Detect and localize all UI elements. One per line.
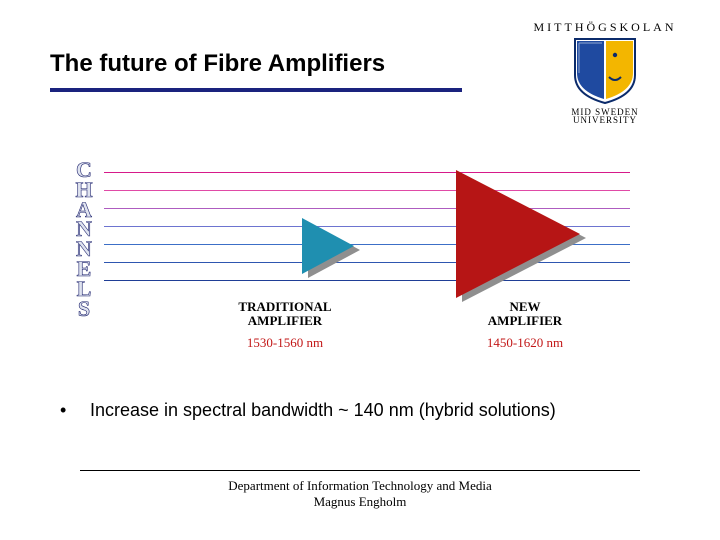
title-underline — [50, 88, 462, 92]
bullet-text: Increase in spectral bandwidth ~ 140 nm … — [90, 400, 670, 421]
slide: The future of Fibre Amplifiers MITTHÖGSK… — [0, 0, 720, 540]
logo-sub-line2: UNIVERSITY — [530, 116, 680, 126]
logo-shield-icon — [565, 33, 645, 105]
new-amplifier-label: NEW AMPLIFIER — [460, 300, 590, 329]
channels-letter: S — [70, 299, 98, 319]
new-amplifier-label-line2: AMPLIFIER — [488, 313, 562, 328]
bullet-marker: • — [60, 400, 90, 421]
footer-line1: Department of Information Technology and… — [228, 478, 491, 493]
new-amplifier-range: 1450-1620 nm — [460, 335, 590, 351]
new-amplifier-triangle-icon — [456, 170, 580, 298]
traditional-amplifier-label: TRADITIONAL AMPLIFIER — [220, 300, 350, 329]
footer-line2: Magnus Engholm — [314, 494, 407, 509]
bullet-row: • Increase in spectral bandwidth ~ 140 n… — [60, 400, 670, 421]
amplifier-diagram: CHANNELS TRADITIONAL AMPLIFIER 1530-1560… — [70, 160, 630, 360]
footer-text: Department of Information Technology and… — [0, 478, 720, 511]
channels-vertical-label: CHANNELS — [70, 160, 98, 318]
slide-title: The future of Fibre Amplifiers — [50, 50, 385, 78]
traditional-amplifier-triangle-icon — [302, 218, 354, 274]
traditional-amplifier-range: 1530-1560 nm — [220, 335, 350, 351]
footer-separator — [80, 470, 640, 471]
new-amplifier-label-line1: NEW — [509, 299, 540, 314]
traditional-amplifier-label-line2: AMPLIFIER — [248, 313, 322, 328]
traditional-amplifier-label-line1: TRADITIONAL — [238, 299, 331, 314]
university-logo: MITTHÖGSKOLAN MID SWEDEN UNIVERSITY — [530, 20, 680, 140]
